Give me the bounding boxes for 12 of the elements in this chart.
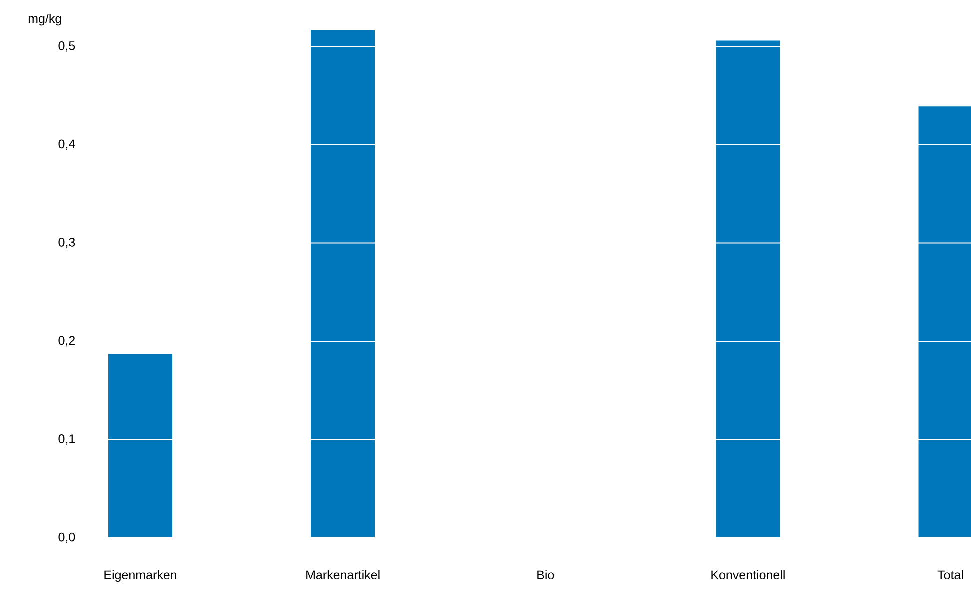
- y-axis-title: mg/kg: [28, 14, 62, 26]
- x-tick-label: Total: [938, 570, 964, 580]
- y-tick-label: 0,5: [58, 41, 76, 52]
- y-tick-label: 0,3: [58, 238, 76, 248]
- x-tick-label: Eigenmarken: [104, 570, 177, 582]
- x-tick-label: Konventionell: [712, 570, 785, 580]
- y-tick-label: 0,0: [58, 532, 76, 544]
- x-tick-label: Bio: [538, 570, 554, 580]
- y-tick-label: 0,2: [58, 336, 76, 347]
- y-tick-label: 0,4: [58, 140, 76, 150]
- y-tick-label: 0,1: [58, 434, 76, 445]
- x-tick-label: Markenartikel: [306, 570, 380, 580]
